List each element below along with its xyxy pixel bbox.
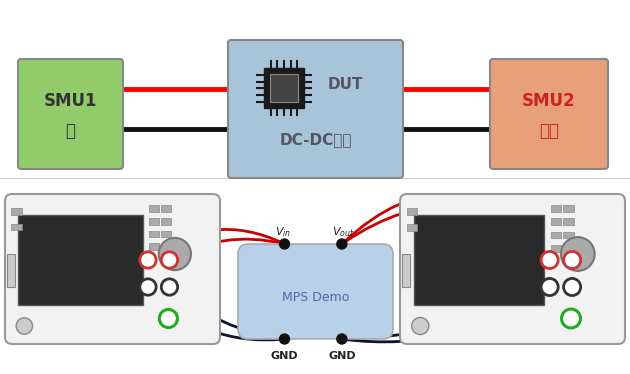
Bar — [7, 254, 14, 287]
Circle shape — [337, 239, 347, 249]
Text: 源: 源 — [66, 122, 76, 140]
Text: GND: GND — [271, 351, 299, 361]
Bar — [563, 245, 574, 252]
Circle shape — [140, 279, 156, 295]
Bar — [11, 208, 21, 215]
Circle shape — [541, 251, 558, 269]
Text: $V_{out}$: $V_{out}$ — [331, 225, 354, 239]
Bar — [161, 205, 171, 212]
Bar — [407, 208, 417, 215]
Bar — [551, 232, 561, 239]
Circle shape — [140, 252, 156, 268]
Circle shape — [541, 279, 558, 295]
Bar — [11, 224, 21, 230]
Circle shape — [16, 318, 33, 334]
Circle shape — [411, 318, 429, 335]
Bar — [402, 254, 410, 287]
Circle shape — [561, 237, 595, 271]
FancyBboxPatch shape — [238, 244, 393, 339]
Text: DUT: DUT — [328, 77, 364, 92]
Circle shape — [561, 309, 580, 328]
Bar — [149, 243, 159, 250]
FancyBboxPatch shape — [228, 40, 403, 178]
FancyBboxPatch shape — [490, 59, 608, 169]
Bar — [161, 243, 171, 250]
Text: DC-DC芯片: DC-DC芯片 — [279, 132, 352, 147]
Bar — [149, 218, 159, 225]
Bar — [161, 231, 171, 237]
Bar — [18, 215, 142, 305]
Circle shape — [280, 239, 290, 249]
FancyBboxPatch shape — [18, 59, 123, 169]
Bar — [551, 205, 561, 212]
Circle shape — [280, 334, 290, 344]
Bar — [563, 232, 574, 239]
Bar — [551, 218, 561, 225]
Circle shape — [337, 334, 347, 344]
Bar — [413, 215, 544, 305]
Circle shape — [161, 252, 178, 268]
Bar — [161, 218, 171, 225]
Bar — [149, 205, 159, 212]
Bar — [551, 245, 561, 252]
Text: $V_{in}$: $V_{in}$ — [275, 225, 292, 239]
Bar — [149, 231, 159, 237]
Circle shape — [564, 251, 581, 269]
Bar — [407, 224, 417, 231]
Text: GND: GND — [328, 351, 356, 361]
FancyBboxPatch shape — [5, 194, 220, 344]
Circle shape — [161, 279, 178, 295]
Text: SMU2: SMU2 — [522, 92, 576, 110]
Text: MPS Demo: MPS Demo — [282, 291, 349, 304]
Circle shape — [159, 309, 178, 328]
Text: SMU1: SMU1 — [43, 92, 97, 110]
FancyBboxPatch shape — [400, 194, 625, 344]
Circle shape — [564, 279, 581, 295]
Bar — [270, 74, 298, 102]
Bar — [264, 68, 304, 108]
Bar — [563, 218, 574, 225]
Bar — [563, 205, 574, 212]
Text: 负载: 负载 — [539, 122, 559, 140]
Circle shape — [159, 238, 191, 270]
